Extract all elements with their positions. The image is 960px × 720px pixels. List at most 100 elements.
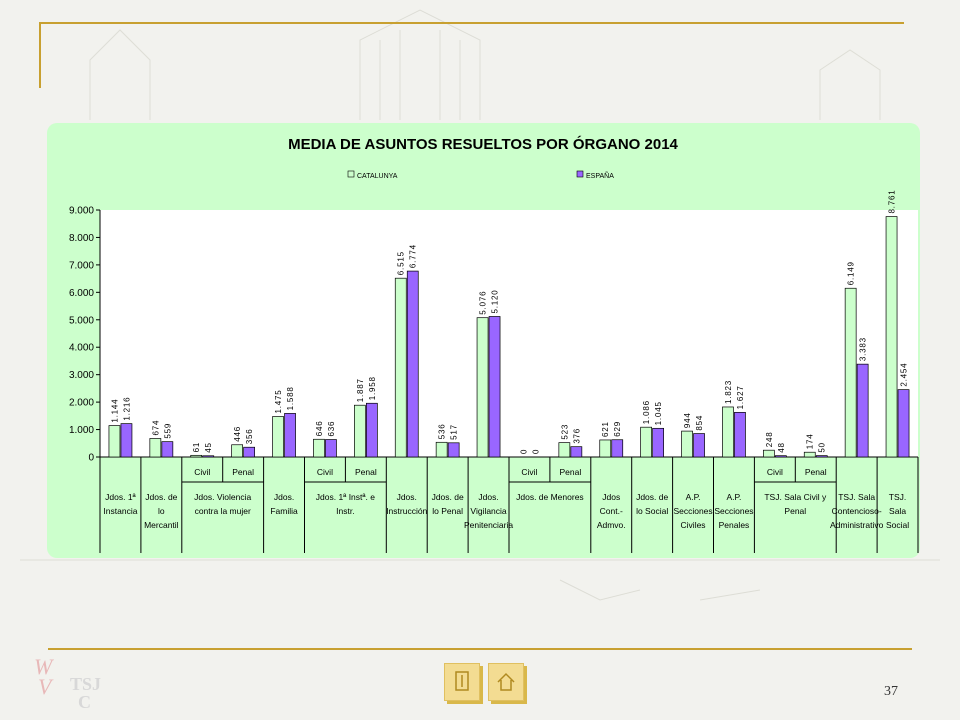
y-tick-label: 1.000 <box>69 425 94 436</box>
data-label-catalunya: 446 <box>233 426 242 442</box>
category-label: Admvo. <box>597 520 626 530</box>
bar-catalunya <box>394 277 407 458</box>
category-label: lo Social <box>636 506 668 516</box>
legend-label-espana: ESPAÑA <box>586 171 614 180</box>
category-label: Jdos. <box>397 492 417 502</box>
data-label-catalunya: 536 <box>438 424 447 440</box>
category-label: Familia <box>270 506 298 516</box>
y-tick-label: 7.000 <box>69 260 94 271</box>
data-label-catalunya: 1.144 <box>110 399 119 423</box>
category-label: TSJ. Sala Civil y <box>764 492 827 502</box>
document-button[interactable] <box>444 663 480 701</box>
category-label: lo <box>158 506 165 516</box>
data-label-catalunya: 5.076 <box>479 291 488 315</box>
y-tick-label: 0 <box>88 453 94 464</box>
bar-catalunya <box>762 449 775 458</box>
bar-catalunya <box>313 438 325 458</box>
data-label-catalunya: 1.887 <box>356 378 365 402</box>
category-label: Cont.- <box>600 506 623 516</box>
bar-catalunya <box>272 416 284 458</box>
data-label-espana: 45 <box>204 442 213 453</box>
sub-category-label: Civil <box>521 467 537 477</box>
sub-category-label: Penal <box>232 467 254 477</box>
category-label: A.P. <box>686 492 701 502</box>
category-label: Penal <box>784 506 806 516</box>
frame-bottom-line <box>48 648 912 650</box>
y-tick-label: 3.000 <box>69 370 94 381</box>
category-label: Jdos <box>602 492 620 502</box>
bar-espana <box>897 389 910 458</box>
bar-catalunya <box>722 406 734 458</box>
data-label-espana: 1.627 <box>736 385 745 409</box>
bar-espana <box>161 441 174 458</box>
bar-catalunya <box>844 287 857 458</box>
legend-swatch-catalunya <box>347 170 355 178</box>
data-label-espana: 376 <box>572 428 581 444</box>
category-label: Vigilancia <box>470 506 507 516</box>
category-label: Jdos. de <box>432 492 464 502</box>
category-label: Social <box>886 520 909 530</box>
category-label: Jdos. Violencia <box>194 492 251 502</box>
category-label: Penitenciaria <box>464 520 513 530</box>
frame-top-line <box>40 22 904 24</box>
bar-catalunya <box>354 404 366 458</box>
category-label: Jdos. 1ª Instª. e <box>316 492 375 502</box>
data-label-espana: 559 <box>163 423 172 439</box>
y-tick-label: 6.000 <box>69 288 94 299</box>
bar-espana <box>366 402 378 458</box>
data-label-catalunya: 174 <box>806 433 815 449</box>
data-label-espana: 1.958 <box>368 376 377 400</box>
bar-espana <box>447 442 460 458</box>
data-label-catalunya: 621 <box>601 421 610 437</box>
category-label: Secciones <box>673 506 712 516</box>
category-label: lo Penal <box>432 506 463 516</box>
bar-espana <box>734 411 746 458</box>
data-label-espana: 636 <box>327 421 336 437</box>
svg-text:C: C <box>78 692 91 712</box>
category-label: Mercantil <box>144 520 179 530</box>
category-label: Sala <box>889 506 906 516</box>
y-tick-label: 8.000 <box>69 233 94 244</box>
data-label-catalunya: 0 <box>519 449 528 454</box>
data-label-espana: 50 <box>818 442 827 453</box>
home-button[interactable] <box>488 663 524 701</box>
bar-espana <box>406 270 419 458</box>
y-tick-label: 2.000 <box>69 398 94 409</box>
data-label-espana: 6.774 <box>409 244 418 268</box>
data-label-catalunya: 1.823 <box>724 380 733 404</box>
category-label: A.P. <box>726 492 741 502</box>
bar-catalunya <box>149 438 162 458</box>
category-label: Jdos. de Menores <box>516 492 584 502</box>
chart-title: MEDIA DE ASUNTOS RESUELTOS POR ÓRGANO 20… <box>288 135 678 153</box>
data-label-espana: 854 <box>695 415 704 431</box>
bar-espana <box>570 446 583 458</box>
page-number: 37 <box>884 684 898 699</box>
bar-espana <box>815 455 828 458</box>
bar-catalunya <box>190 454 203 458</box>
data-label-catalunya: 248 <box>765 431 774 447</box>
data-label-espana: 3.383 <box>859 337 868 361</box>
data-label-espana: 356 <box>245 428 254 444</box>
category-label: Instrucción <box>386 506 427 516</box>
bar-espana <box>693 433 705 458</box>
sub-category-label: Penal <box>355 467 377 477</box>
legend: CATALUNYA ESPAÑA <box>347 170 614 180</box>
home-icon <box>497 672 515 691</box>
data-label-catalunya: 8.761 <box>888 190 897 214</box>
bar-espana <box>856 363 869 458</box>
svg-text:W: W <box>34 654 54 679</box>
data-label-catalunya: 6.515 <box>397 251 406 275</box>
data-label-catalunya: 1.086 <box>642 400 651 424</box>
y-tick-label: 5.000 <box>69 315 94 326</box>
bar-catalunya <box>558 442 571 458</box>
bar-espana <box>325 439 337 458</box>
category-label: Jdos. <box>478 492 498 502</box>
document-icon <box>455 671 469 691</box>
data-label-espana: 0 <box>531 449 540 454</box>
legend-swatch-espana <box>576 170 584 178</box>
bar-espana <box>611 439 624 458</box>
category-label: Instr. <box>336 506 354 516</box>
bar-catalunya <box>108 425 121 458</box>
y-tick-label: 4.000 <box>69 343 94 354</box>
chart-panel: MEDIA DE ASUNTOS RESUELTOS POR ÓRGANO 20… <box>47 123 920 558</box>
